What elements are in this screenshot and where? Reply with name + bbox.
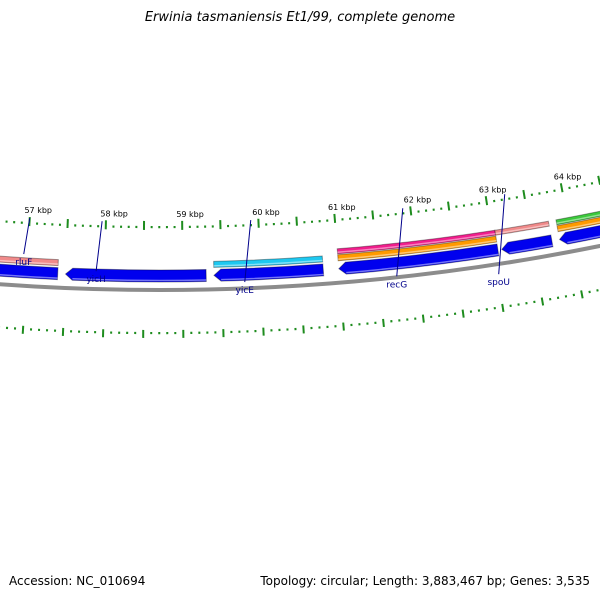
- gene-leader-line: [244, 220, 252, 283]
- feature-highlight: [557, 221, 600, 231]
- feature-highlight: [0, 273, 58, 279]
- feature-salmon-block: [494, 220, 550, 236]
- accession-label: Accession: NC_010694: [9, 574, 146, 588]
- feature-blue-block: [64, 267, 207, 283]
- feature-highlight: [0, 259, 59, 265]
- outer-tick: [580, 290, 584, 299]
- feature-highlight: [337, 232, 496, 254]
- inner-tick: [409, 206, 413, 216]
- scale-label: 60 kbp: [252, 208, 280, 217]
- gene-label-spoU: spoU: [487, 278, 510, 288]
- feature-green-block: [555, 210, 600, 226]
- feature-highlight: [213, 259, 323, 267]
- gene-leader-line: [396, 208, 404, 277]
- feature-orange-block: [556, 216, 600, 233]
- scale-label: 62 kbp: [404, 195, 432, 204]
- feature-highlight: [567, 235, 600, 244]
- feature-highlight: [72, 278, 207, 282]
- gene-label-yicH: yicH: [86, 275, 106, 285]
- gene-leader-line: [95, 221, 103, 272]
- gene-label-rluF: rluF: [15, 258, 32, 268]
- minus-strand-features: [0, 210, 600, 283]
- feature-highlight: [495, 223, 550, 235]
- gene-leader-line: [498, 194, 506, 275]
- inner-tick: [484, 196, 489, 206]
- outer-tick: [421, 314, 425, 323]
- genome-backbone: [0, 243, 600, 292]
- feature-blue-block: [0, 263, 59, 281]
- scale-label: 57 kbp: [24, 206, 52, 215]
- inner-tick: [295, 216, 298, 226]
- map-title: Erwinia tasmaniensis Et1/99, complete ge…: [144, 10, 456, 25]
- feature-blue-block: [338, 243, 500, 275]
- gene-label-recG: recG: [386, 280, 407, 290]
- feature-blue-block: [213, 263, 325, 282]
- scale-label: 59 kbp: [176, 210, 204, 219]
- inner-tick: [522, 189, 526, 200]
- outer-tick: [540, 297, 545, 306]
- feature-highlight: [221, 273, 324, 281]
- inner-tick: [333, 213, 337, 223]
- feature-blue-block: [558, 225, 600, 245]
- outer-tick: [342, 322, 345, 331]
- scale-label: 58 kbp: [100, 209, 128, 218]
- outer-tick: [501, 303, 505, 312]
- gene-labels: rluF yicH yicE recG spoU: [15, 194, 510, 296]
- scale-label: 61 kbp: [328, 203, 356, 212]
- gene-leader-line: [23, 217, 31, 255]
- outer-tick: [382, 318, 385, 328]
- feature-salmon-block: [0, 255, 59, 267]
- outer-tick: [302, 325, 305, 334]
- inner-tick-track: [0, 175, 600, 230]
- feature-highlight: [338, 239, 497, 261]
- outer-tick: [461, 309, 465, 318]
- gene-label-yicE: yicE: [236, 286, 255, 296]
- scale-label: 63 kbp: [479, 185, 507, 194]
- inner-tick: [559, 183, 564, 193]
- inner-tick: [371, 210, 375, 220]
- feature-highlight: [346, 253, 499, 274]
- feature-blue-block: [501, 234, 554, 255]
- inner-tick: [447, 201, 451, 211]
- feature-orange-block: [337, 235, 498, 262]
- feature-highlight: [556, 214, 600, 225]
- feature-cyan-block: [213, 255, 324, 268]
- feature-highlight: [509, 244, 553, 254]
- outer-tick-track: [0, 289, 599, 338]
- scale-label: 64 kbp: [554, 172, 582, 181]
- topology-label: Topology: circular; Length: 3,883,467 bp…: [260, 574, 590, 588]
